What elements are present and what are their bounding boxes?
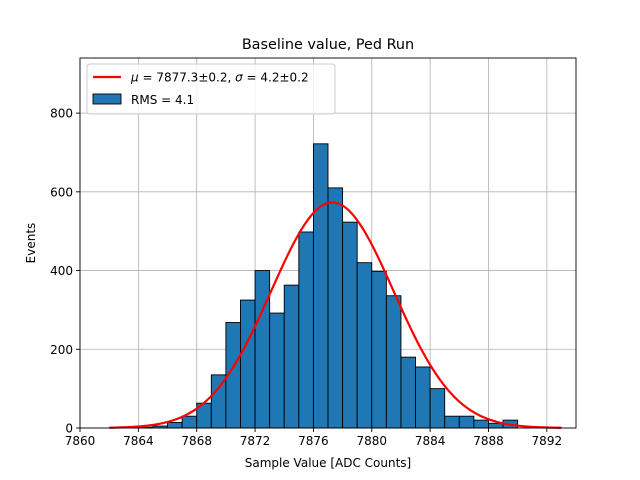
histogram-bar bbox=[240, 299, 256, 429]
x-tick-label: 7892 bbox=[532, 434, 563, 448]
histogram-bar bbox=[444, 415, 460, 429]
legend: μ = 7877.3±0.2, σ = 4.2±0.2 RMS = 4.1 bbox=[86, 63, 336, 115]
chart-title: Baseline value, Ped Run bbox=[242, 37, 414, 53]
x-axis-label: Sample Value [ADC Counts] bbox=[245, 456, 411, 470]
x-tick-label: 7864 bbox=[123, 434, 154, 448]
histogram-bar bbox=[385, 295, 402, 429]
histogram-bar bbox=[458, 415, 475, 429]
histogram-bar bbox=[327, 187, 344, 429]
histogram-bar bbox=[181, 415, 198, 429]
x-tick-label: 7884 bbox=[415, 434, 446, 448]
y-axis-ticks: 0 200 400 600 800 bbox=[50, 107, 80, 436]
x-tick-label: 7888 bbox=[473, 434, 504, 448]
plot-frame bbox=[79, 57, 577, 429]
legend-frame bbox=[86, 63, 336, 115]
y-tick-label: 0 bbox=[65, 422, 73, 436]
histogram-bar bbox=[473, 419, 489, 429]
histogram-bar bbox=[254, 270, 271, 429]
histogram-bar bbox=[312, 143, 329, 429]
legend-histogram-label: RMS = 4.1 bbox=[131, 93, 194, 107]
x-axis-ticks: 7860 7864 7868 7872 7876 7880 7884 7888 7892 bbox=[65, 428, 562, 448]
gaussian-fit-curve bbox=[109, 201, 562, 429]
histogram-bar bbox=[167, 422, 183, 429]
histogram-bar bbox=[371, 270, 387, 429]
y-tick-label: 800 bbox=[50, 107, 73, 121]
y-tick-label: 400 bbox=[50, 264, 73, 278]
legend-fit-label: μ = 7877.3±0.2, σ = 4.2±0.2 bbox=[130, 71, 309, 85]
histogram-bar bbox=[415, 366, 431, 429]
y-tick-label: 200 bbox=[50, 343, 73, 357]
histogram-bar bbox=[342, 221, 358, 429]
y-axis-label: Events bbox=[24, 223, 38, 264]
histogram-bar bbox=[400, 356, 416, 429]
histogram-bar bbox=[283, 284, 300, 429]
histogram-bar bbox=[488, 422, 504, 429]
histogram-bar bbox=[269, 312, 285, 429]
histogram-bar bbox=[429, 388, 446, 429]
x-tick-label: 7872 bbox=[240, 434, 271, 448]
histogram-bar bbox=[298, 231, 314, 429]
x-tick-label: 7868 bbox=[181, 434, 212, 448]
legend-histogram-swatch bbox=[92, 93, 122, 105]
histogram-bar bbox=[356, 262, 373, 429]
x-tick-label: 7860 bbox=[65, 434, 96, 448]
y-tick-label: 600 bbox=[50, 185, 73, 199]
x-tick-label: 7880 bbox=[356, 434, 387, 448]
histogram-bars bbox=[137, 143, 519, 429]
x-tick-label: 7876 bbox=[298, 434, 329, 448]
